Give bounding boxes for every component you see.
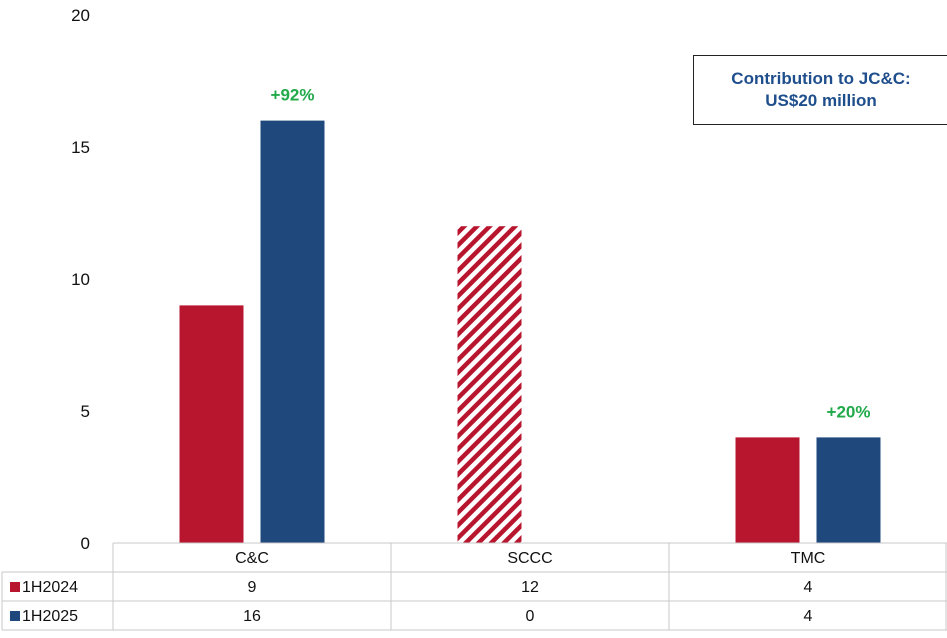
table-cell: 4 [804, 579, 813, 596]
table-cell: 0 [526, 608, 535, 625]
bar-1H2025-TMC [816, 437, 881, 543]
y-tick-label: 0 [81, 534, 90, 553]
legend-label: 1H2025 [22, 608, 78, 625]
y-tick-label: 5 [81, 402, 90, 421]
category-label: SCCC [507, 550, 552, 567]
category-label: C&C [235, 550, 269, 567]
legend-swatch-1H2025 [10, 611, 20, 621]
legend-swatch-1H2024 [10, 582, 20, 592]
growth-annotation: +20% [827, 402, 871, 421]
growth-annotation: +92% [271, 86, 315, 105]
bar-1H2024-TMC [735, 437, 800, 543]
category-label: TMC [791, 550, 826, 567]
table-cell: 16 [243, 608, 261, 625]
bar-1H2024-SCCC [457, 226, 522, 543]
bar-1H2025-C&C [260, 120, 325, 543]
y-tick-label: 10 [71, 270, 90, 289]
bar-1H2024-C&C [179, 305, 244, 543]
callout-line-2: US$20 million [765, 91, 877, 110]
table-cell: 4 [804, 608, 813, 625]
table-cell: 9 [248, 579, 257, 596]
callout-box: Contribution to JC&C: US$20 million [693, 55, 947, 125]
table-cell: 12 [521, 579, 539, 596]
legend-label: 1H2024 [22, 579, 78, 596]
y-tick-label: 20 [71, 6, 90, 25]
callout-line-1: Contribution to JC&C: [731, 69, 911, 88]
y-tick-label: 15 [71, 138, 90, 157]
